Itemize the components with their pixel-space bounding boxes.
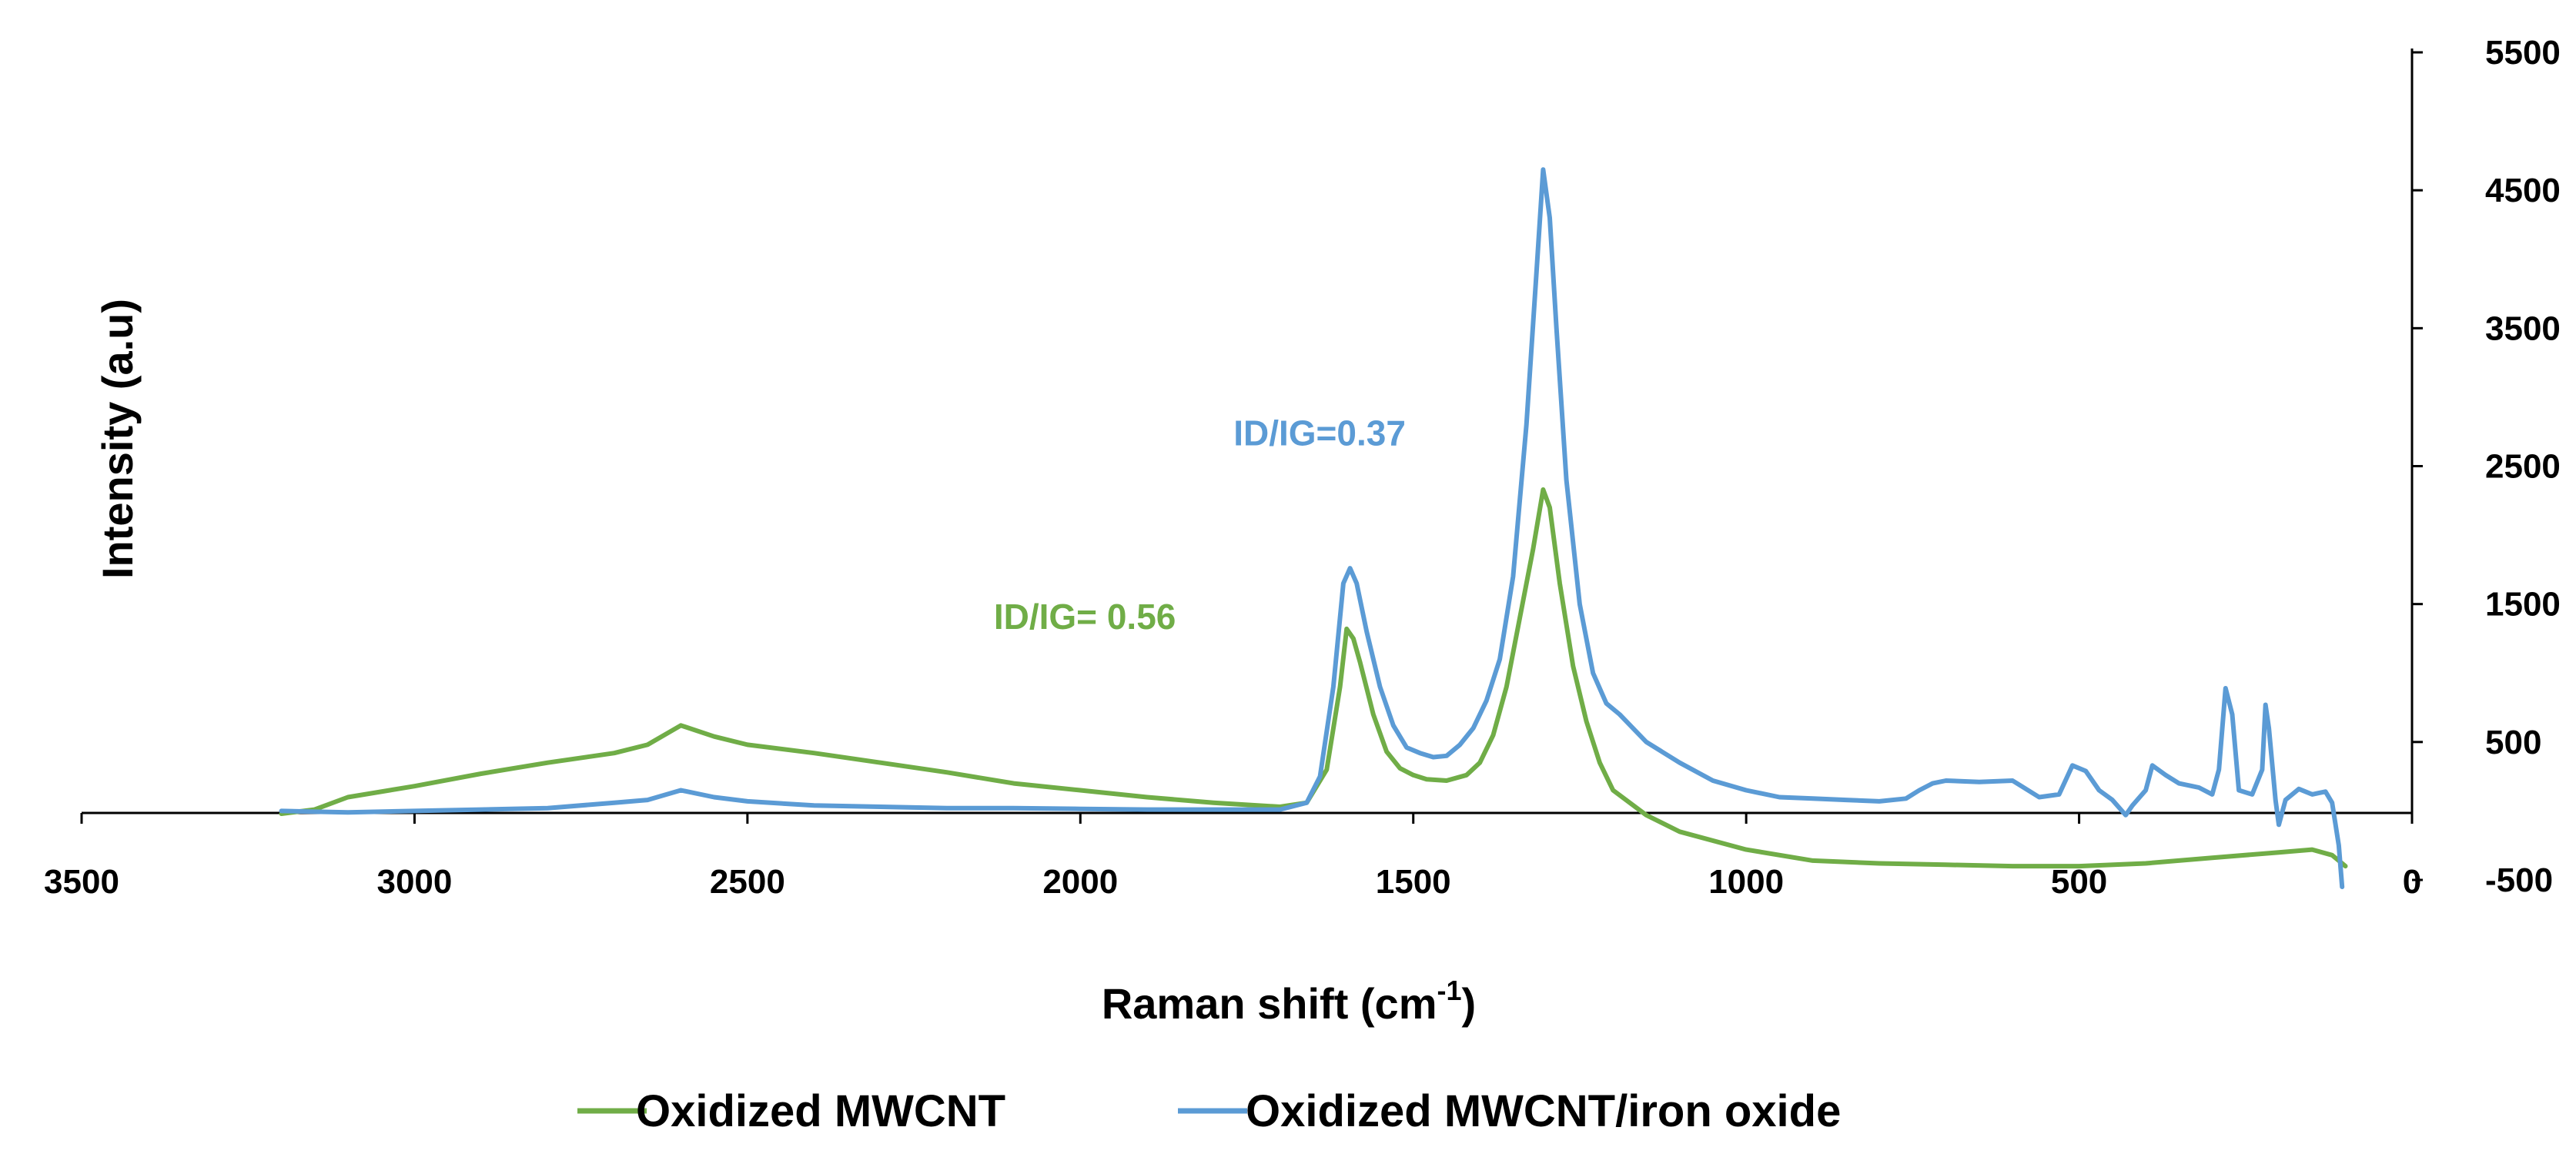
y-tick-label: 3500 xyxy=(2485,309,2561,347)
series-line-oxidized-mwcnt-iron-oxide xyxy=(279,167,2345,889)
x-tick-label: 1500 xyxy=(1376,863,1451,901)
y-tick-label: 2500 xyxy=(2485,448,2561,486)
x-axis-title-main: Raman shift (cm xyxy=(1102,979,1437,1028)
x-tick-label: 500 xyxy=(2051,863,2107,901)
x-tick-label: 3500 xyxy=(44,863,119,901)
y-tick-label: 4500 xyxy=(2485,172,2561,209)
y-tick-label: 5500 xyxy=(2485,34,2561,72)
annotation-idig: ID/IG=0.37 xyxy=(1233,413,1406,453)
y-tick-label: 1500 xyxy=(2485,586,2561,624)
x-tick-label: 2500 xyxy=(710,863,785,901)
x-axis-title-sup: -1 xyxy=(1437,975,1461,1006)
x-tick-label: 1000 xyxy=(1708,863,1784,901)
y-tick-label: -500 xyxy=(2485,861,2553,899)
x-tick-label: 2000 xyxy=(1042,863,1118,901)
x-tick-label: 0 xyxy=(2403,863,2421,901)
x-axis-title: Raman shift (cm-1) xyxy=(1102,975,1476,1028)
y-tick-label: 500 xyxy=(2485,724,2541,761)
annotation-idig: ID/IG= 0.56 xyxy=(994,597,1176,637)
legend-label-oxidized-mwcnt: Oxidized MWCNT xyxy=(636,1086,1005,1136)
x-tick-label: 3000 xyxy=(376,863,452,901)
series-line-oxidized-mwcnt xyxy=(279,487,2348,869)
y-axis-title: Intensity (a.u) xyxy=(93,299,142,579)
legend-label-oxidized-mwcnt-iron-oxide: Oxidized MWCNT/iron oxide xyxy=(1246,1086,1841,1136)
x-axis-title-close: ) xyxy=(1462,979,1477,1028)
